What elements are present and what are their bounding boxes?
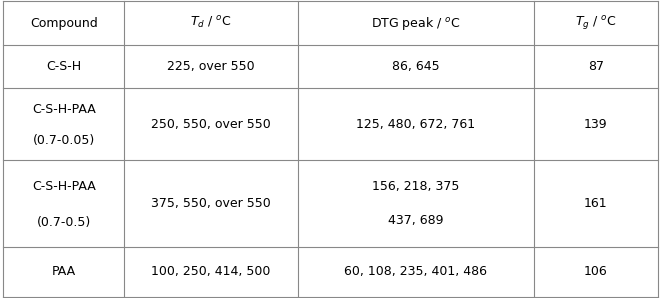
Text: (0.7-0.05): (0.7-0.05) [33,134,95,147]
Text: (0.7-0.5): (0.7-0.5) [37,216,91,229]
Text: 250, 550, over 550: 250, 550, over 550 [151,118,271,131]
Text: C-S-H-PAA: C-S-H-PAA [32,103,96,116]
Text: 100, 250, 414, 500: 100, 250, 414, 500 [152,265,271,278]
Text: $T_d$ / $^o$C: $T_d$ / $^o$C [190,15,232,31]
Text: Compound: Compound [30,17,98,30]
Text: PAA: PAA [51,265,76,278]
Text: DTG peak / $^o$C: DTG peak / $^o$C [371,15,461,32]
Text: 87: 87 [588,60,604,73]
Text: 60, 108, 235, 401, 486: 60, 108, 235, 401, 486 [345,265,487,278]
Text: 156, 218, 375: 156, 218, 375 [372,180,459,193]
Text: 375, 550, over 550: 375, 550, over 550 [151,197,271,210]
Text: 437, 689: 437, 689 [388,214,444,227]
Text: 161: 161 [584,197,608,210]
Text: 225, over 550: 225, over 550 [168,60,255,73]
Text: 106: 106 [584,265,608,278]
Text: 139: 139 [584,118,608,131]
Text: 86, 645: 86, 645 [392,60,440,73]
Text: 125, 480, 672, 761: 125, 480, 672, 761 [356,118,475,131]
Text: C-S-H-PAA: C-S-H-PAA [32,180,96,193]
Text: $T_g$ / $^o$C: $T_g$ / $^o$C [575,14,616,32]
Text: C-S-H: C-S-H [46,60,81,73]
